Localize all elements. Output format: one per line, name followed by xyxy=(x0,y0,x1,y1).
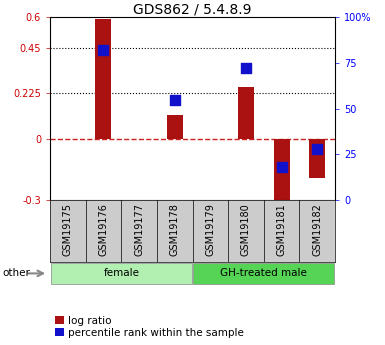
Bar xyxy=(309,139,325,178)
Bar xyxy=(273,139,290,206)
Text: GSM19179: GSM19179 xyxy=(205,203,215,256)
Point xyxy=(243,66,249,71)
Text: GSM19177: GSM19177 xyxy=(134,203,144,256)
Point xyxy=(172,97,178,102)
Bar xyxy=(238,87,254,139)
Text: other: other xyxy=(2,268,30,278)
Text: GSM19182: GSM19182 xyxy=(312,203,322,256)
Bar xyxy=(95,19,112,139)
Text: GSM19180: GSM19180 xyxy=(241,203,251,256)
Text: GSM19178: GSM19178 xyxy=(170,203,180,256)
Bar xyxy=(51,263,192,284)
Legend: log ratio, percentile rank within the sample: log ratio, percentile rank within the sa… xyxy=(55,316,244,338)
Point xyxy=(278,165,285,170)
Point xyxy=(100,47,107,53)
Text: female: female xyxy=(103,268,139,278)
Bar xyxy=(193,263,334,284)
Text: GH-treated male: GH-treated male xyxy=(220,268,307,278)
Text: GSM19175: GSM19175 xyxy=(63,203,73,256)
Text: GSM19181: GSM19181 xyxy=(276,203,286,256)
Text: GSM19176: GSM19176 xyxy=(99,203,109,256)
Point xyxy=(314,146,320,152)
Bar xyxy=(167,115,183,139)
Title: GDS862 / 5.4.8.9: GDS862 / 5.4.8.9 xyxy=(133,2,252,16)
